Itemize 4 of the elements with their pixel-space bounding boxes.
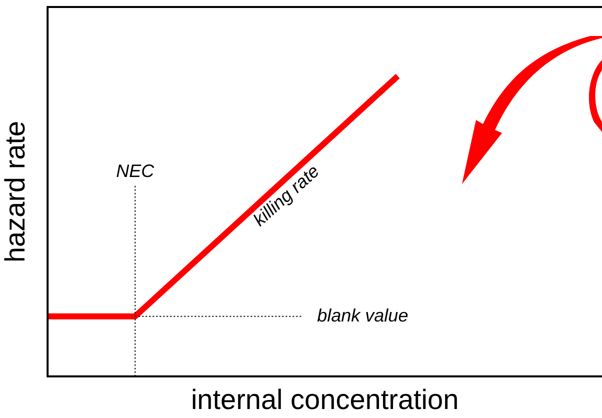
y-axis-title: hazard rate xyxy=(0,120,31,263)
ref-line-label: blank value xyxy=(317,305,408,326)
annotation: NEC xyxy=(116,161,156,181)
x-axis-title: internal concentration xyxy=(190,384,459,415)
